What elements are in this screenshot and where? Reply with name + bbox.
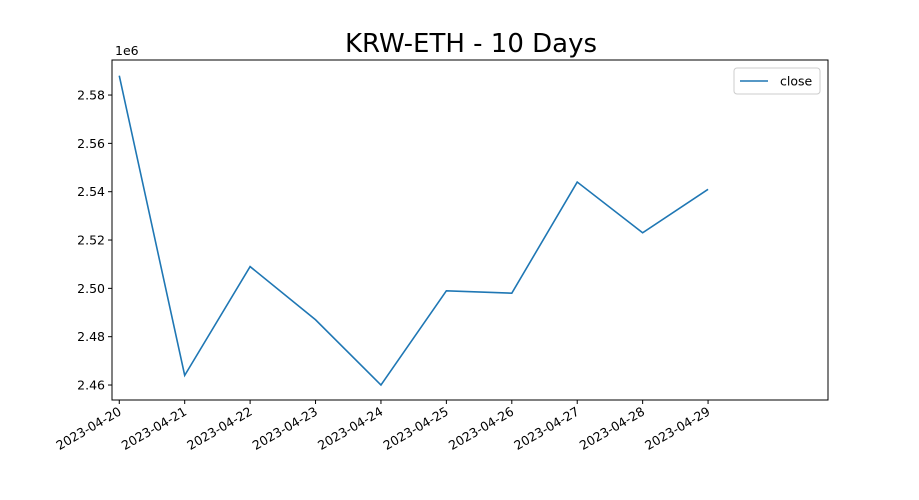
y-tick-label: 2.52	[77, 233, 105, 248]
y-tick-label: 2.58	[77, 88, 105, 103]
legend-label: close	[780, 74, 813, 89]
y-tick-label: 2.48	[77, 329, 105, 344]
legend-box	[733, 67, 821, 95]
y-tick-label: 2.54	[77, 184, 105, 199]
y-tick-label: 2.46	[77, 378, 105, 393]
chart-title: KRW-ETH - 10 Days	[345, 29, 597, 59]
plot-frame	[111, 59, 829, 401]
y-tick-label: 2.56	[77, 136, 105, 151]
y-tick-label: 2.50	[77, 281, 105, 296]
y-offset-label: 1e6	[115, 43, 139, 58]
line	[118, 75, 709, 387]
